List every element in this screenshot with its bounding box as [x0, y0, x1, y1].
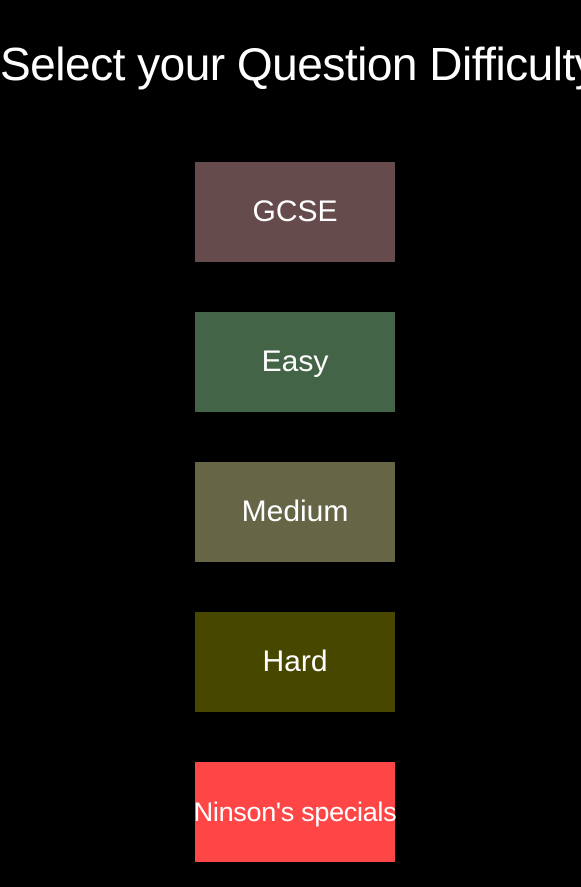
ninsons-specials-button[interactable]: Ninson's specials [194, 762, 397, 862]
hard-button[interactable]: Hard [195, 612, 395, 712]
easy-button[interactable]: Easy [195, 312, 395, 412]
page-title: Select your Question Difficulty [0, 38, 581, 90]
medium-button[interactable]: Medium [195, 462, 395, 562]
gcse-button[interactable]: GCSE [195, 162, 395, 262]
